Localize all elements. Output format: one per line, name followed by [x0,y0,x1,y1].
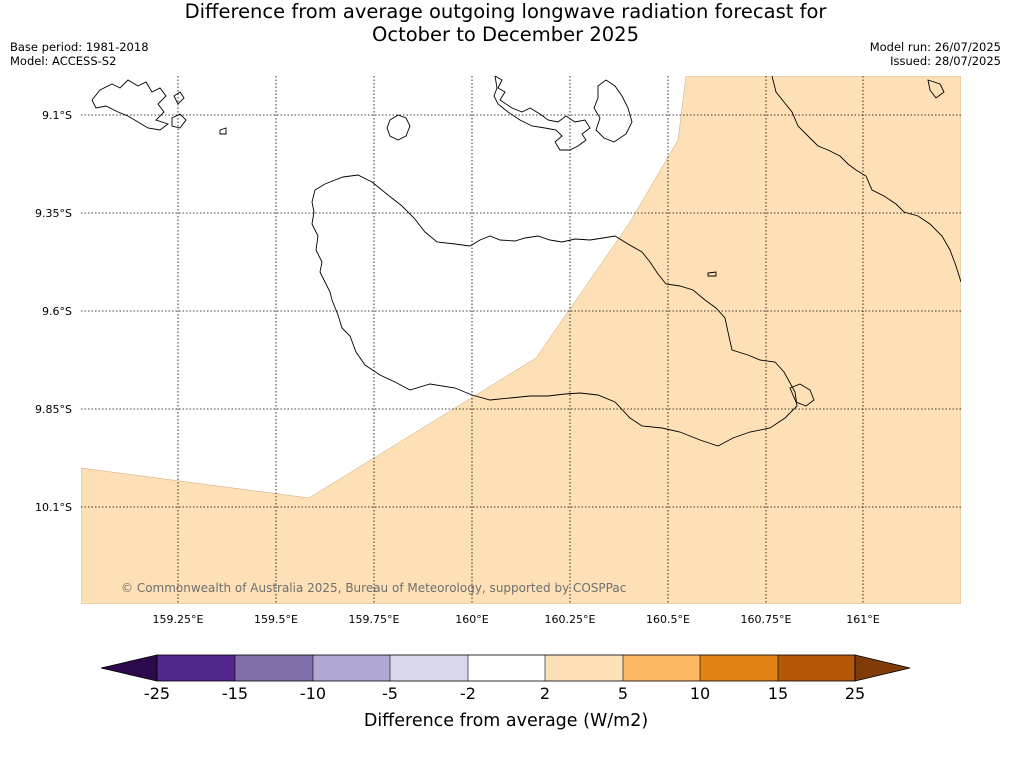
lon-labels: 159.25°E 159.5°E 159.75°E 160°E 160.25°E… [153,613,880,626]
lat-label-1: 9.1°S [42,109,72,122]
lon-label-5: 160.25°E [545,613,596,626]
map-title: Difference from average outgoing longwav… [0,0,1011,46]
colorbar-min-extension [100,654,158,682]
colorbar-tick-1: -25 [144,684,170,703]
colorbar-tick-2: -15 [222,684,248,703]
russell-islet-2-coastline [171,113,187,129]
colorbar-bin-5 [468,655,545,681]
islet-southeast-coastline [789,383,815,407]
florida-islands-coastline [493,76,591,151]
title-line-1: Difference from average outgoing longwav… [184,0,827,23]
florida-islands-east-coastline [593,79,633,143]
russell-islet-1-coastline [173,91,185,105]
model-text: Model: ACCESS-S2 [10,54,117,68]
lon-label-8: 161°E [846,613,879,626]
copyright-text: © Commonwealth of Australia 2025, Bureau… [121,581,626,595]
lon-label-1: 159.25°E [153,613,204,626]
colorbar-tick-4: -5 [382,684,398,703]
lon-label-2: 159.5°E [254,613,298,626]
shaded-region [81,76,961,604]
gridlines [81,76,961,604]
title-line-2: October to December 2025 [372,23,639,46]
coastlines [91,76,961,447]
colorbar-bin-6 [545,655,623,681]
colorbar-bin-1 [157,655,235,681]
meta-left: Base period: 1981-2018 Model: ACCESS-S2 [10,40,149,68]
lat-label-3: 9.6°S [42,305,72,318]
lon-label-3: 159.75°E [349,613,400,626]
lat-labels: 9.1°S 9.35°S 9.6°S 9.85°S 10.1°S [35,109,72,514]
colorbar-title: Difference from average (W/m2) [364,711,648,731]
lon-label-6: 160.5°E [646,613,690,626]
russell-islands-coastline [91,79,169,131]
issued-text: Issued: 28/07/2025 [890,54,1001,68]
model-run-text: Model run: 26/07/2025 [869,40,1001,54]
colorbar-bin-3 [313,655,390,681]
colorbar-bin-9 [778,655,855,681]
malaita-islet-coastline [927,79,945,99]
island-round-coastline [386,114,411,141]
colorbar-tick-7: 5 [618,684,628,703]
lat-label-5: 10.1°S [35,501,72,514]
colorbar-tick-9: 15 [768,684,788,703]
colorbar: -25 -15 -10 -5 -2 2 5 10 15 25 Differenc… [100,654,911,731]
lat-label-4: 9.85°S [35,403,72,416]
lon-label-4: 160°E [455,613,488,626]
colorbar-max-extension [854,654,911,682]
colorbar-bin-2 [235,655,313,681]
colorbar-bin-8 [700,655,778,681]
colorbar-tick-10: 25 [845,684,865,703]
colorbar-bin-7 [623,655,700,681]
lat-label-2: 9.35°S [35,207,72,220]
base-period-text: Base period: 1981-2018 [10,40,149,54]
meta-right: Model run: 26/07/2025 Issued: 28/07/2025 [870,40,1001,68]
colorbar-tick-3: -10 [300,684,326,703]
malaita-coastline [771,76,961,283]
colorbar-tick-8: 10 [690,684,710,703]
colorbar-bin-4 [390,655,468,681]
guadalcanal-coastline [311,174,798,447]
colorbar-tick-6: 2 [540,684,550,703]
lon-label-7: 160.75°E [741,613,792,626]
colorbar-tick-5: -2 [460,684,476,703]
islet-east-coastline [707,271,717,277]
russell-islet-3-coastline [219,127,227,135]
